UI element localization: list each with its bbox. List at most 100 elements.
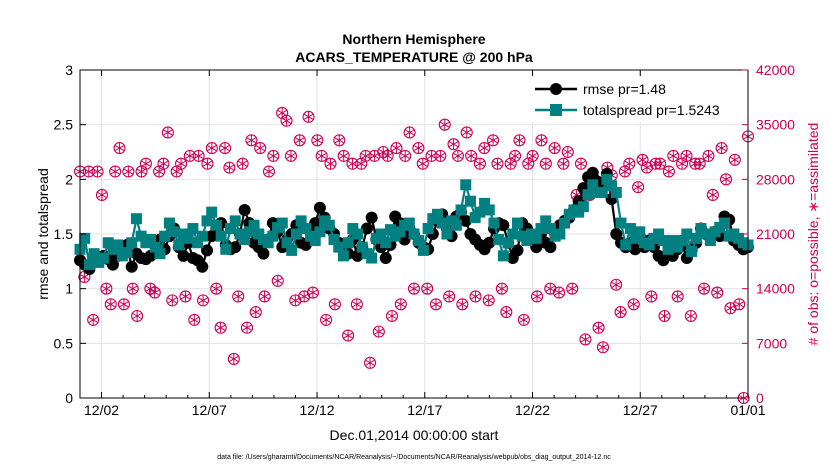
obs-assimilated-stroke [673, 293, 683, 300]
totalspread-marker [577, 201, 589, 213]
obs-assimilated-stroke [374, 328, 384, 335]
totalspread-marker [356, 241, 368, 253]
obs-assimilated-marker [106, 299, 116, 310]
obs-possible-marker [403, 126, 416, 139]
obs-assimilated-marker [536, 135, 547, 146]
chart-subtitle: ACARS_TEMPERATURE @ 200 hPa [295, 49, 533, 65]
totalspread-marker [559, 217, 571, 229]
obs-possible-marker [394, 298, 407, 311]
obs-assimilated-stroke [110, 168, 120, 175]
totalspread-marker [225, 223, 237, 235]
obs-assimilated-marker [194, 150, 204, 161]
obs-assimilated-marker [339, 150, 349, 161]
obs-assimilated-marker [233, 291, 243, 302]
obs-possible-marker [561, 145, 574, 159]
obs-assimilated-stroke [475, 160, 485, 167]
totalspread-marker [102, 237, 114, 249]
obs-possible-marker [407, 282, 421, 295]
obs-possible-marker [148, 286, 161, 299]
obs-assimilated-stroke [646, 293, 656, 300]
y-tick-label: 1 [65, 281, 73, 297]
obs-assimilated-stroke [488, 137, 498, 144]
totalspread-marker [643, 239, 655, 251]
obs-possible-marker [122, 165, 135, 178]
obs-assimilated-stroke [725, 305, 736, 312]
obs-assimilated-marker [238, 158, 248, 169]
obs-assimilated-marker [198, 295, 208, 306]
obs-possible-marker [719, 173, 733, 186]
rmse-marker [459, 214, 472, 227]
totalspread-marker [121, 247, 133, 259]
obs-possible-marker [390, 142, 403, 155]
y-axis-label: rmse and totalspread [35, 168, 51, 300]
obs-possible-marker [434, 149, 447, 162]
obs-assimilated-marker [725, 303, 736, 314]
obs-assimilated-stroke [180, 293, 191, 300]
obs-assimilated-marker [317, 150, 327, 161]
rmse-marker [379, 252, 392, 265]
totalspread-marker [530, 232, 542, 244]
obs-possible-marker [425, 149, 438, 162]
y-tick-label: 0.5 [54, 335, 74, 351]
obs-assimilated-marker [620, 166, 630, 177]
rmse-marker [483, 236, 496, 249]
obs-possible-marker [473, 157, 486, 170]
obs-assimilated-marker [352, 299, 362, 310]
obs-assimilated-marker [677, 158, 687, 169]
obs-possible-marker [232, 290, 245, 303]
obs-assimilated-marker [396, 299, 406, 310]
obs-assimilated-stroke [699, 285, 709, 292]
obs-possible-marker [179, 290, 192, 303]
totalspread-marker [380, 237, 392, 249]
obs-possible-marker [592, 321, 605, 334]
obs-assimilated-marker [167, 295, 177, 306]
x-tick-label: 12/02 [84, 402, 119, 418]
obs-assimilated-marker [598, 342, 608, 353]
obs-assimilated-stroke [484, 297, 494, 304]
obs-assimilated-marker [532, 291, 542, 302]
obs-assimilated-marker [730, 154, 740, 165]
totalspread-marker [657, 235, 669, 247]
obs-assimilated-marker [141, 158, 151, 169]
obs-assimilated-marker [347, 158, 358, 169]
obs-assimilated-stroke [391, 145, 402, 152]
obs-assimilated-stroke [422, 285, 432, 292]
obs-possible-marker [574, 157, 588, 170]
x-tick-label: 12/22 [515, 402, 550, 418]
obs-possible-marker [293, 134, 306, 147]
obs-assimilated-stroke [194, 152, 204, 159]
obs-possible-marker [566, 282, 579, 295]
obs-assimilated-stroke [167, 297, 177, 304]
totalspread-marker [544, 223, 556, 235]
obs-assimilated-stroke [633, 184, 643, 191]
obs-count-layer [73, 106, 755, 405]
obs-assimilated-marker [154, 166, 164, 177]
obs-possible-marker [728, 153, 741, 166]
obs-possible-marker [645, 290, 658, 303]
obs-assimilated-marker [369, 150, 380, 161]
obs-assimilated-marker [308, 287, 318, 298]
obs-possible-marker [320, 313, 333, 326]
obs-possible-marker [236, 157, 249, 170]
obs-possible-marker [531, 290, 544, 303]
obs-possible-marker [443, 290, 456, 303]
totalspread-marker [460, 179, 472, 191]
obs-possible-marker [447, 138, 460, 151]
obs-assimilated-marker [343, 330, 353, 341]
obs-assimilated-stroke [396, 301, 406, 308]
obs-assimilated-marker [325, 158, 336, 169]
obs-possible-marker [702, 149, 715, 162]
obs-assimilated-stroke [615, 309, 626, 316]
totalspread-marker [210, 219, 222, 231]
obs-assimilated-marker [550, 143, 560, 154]
totalspread-marker [474, 206, 486, 218]
obs-assimilated-marker [712, 287, 722, 298]
totalspread-marker [624, 223, 636, 235]
totalspread-marker [126, 237, 138, 249]
obs-possible-marker [438, 118, 451, 131]
obs-assimilated-marker [545, 283, 555, 294]
totalspread-marker [290, 228, 302, 240]
obs-assimilated-stroke [514, 137, 525, 144]
obs-assimilated-marker [123, 166, 133, 177]
totalspread-marker [130, 213, 142, 225]
